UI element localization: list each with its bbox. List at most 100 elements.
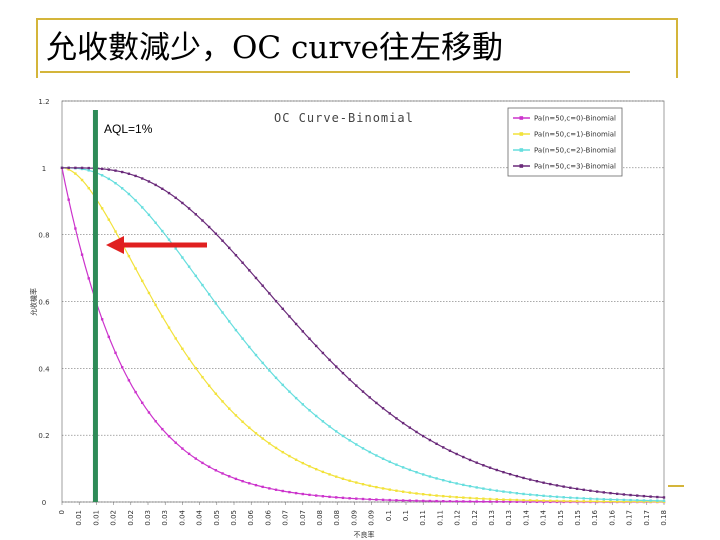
x-tick-label: 0.13	[488, 510, 496, 526]
data-point	[248, 269, 251, 272]
data-point	[134, 174, 137, 178]
data-point	[335, 430, 338, 433]
data-point	[662, 499, 666, 503]
data-point	[455, 482, 458, 485]
legend-swatch-marker	[519, 164, 524, 168]
data-point	[234, 328, 238, 332]
series-layer	[60, 166, 666, 504]
data-point	[522, 492, 525, 496]
data-point	[388, 460, 391, 463]
data-point	[308, 337, 311, 340]
legend-layer: Pa(n=50,c=0)-Binomial Pa(n=50,c=1)-Binomi…	[507, 107, 623, 177]
x-tick-label: 0.15	[574, 510, 582, 526]
data-point	[341, 434, 345, 438]
data-point	[288, 390, 291, 393]
data-point	[348, 497, 351, 500]
x-tick-label: 0.06	[264, 509, 272, 525]
data-point	[415, 430, 418, 434]
data-point	[201, 461, 204, 465]
data-point	[422, 499, 425, 503]
data-point	[502, 490, 505, 493]
data-point	[435, 477, 438, 480]
data-point	[408, 491, 412, 494]
data-point	[395, 417, 398, 420]
data-point	[549, 482, 552, 486]
data-point	[254, 432, 258, 435]
data-point	[254, 276, 258, 280]
data-point	[308, 409, 311, 412]
x-tick-label: 0.01	[75, 510, 83, 526]
data-point	[656, 499, 659, 502]
data-point	[549, 495, 552, 498]
data-point	[268, 292, 271, 295]
x-tick-label: 0.05	[213, 510, 221, 526]
data-point	[609, 498, 612, 501]
data-point	[147, 291, 151, 295]
data-point	[375, 485, 378, 489]
data-point	[502, 470, 505, 474]
data-point	[100, 207, 104, 210]
data-point	[388, 412, 391, 415]
data-point	[301, 461, 304, 465]
data-point	[174, 247, 177, 250]
data-point	[107, 177, 111, 181]
data-point	[161, 315, 164, 318]
data-point	[401, 466, 405, 469]
data-point	[662, 496, 666, 499]
data-point	[328, 473, 331, 476]
data-point	[375, 498, 378, 501]
data-point	[134, 199, 137, 202]
data-point	[636, 494, 639, 497]
data-point	[408, 499, 412, 502]
data-point	[241, 337, 244, 340]
data-point	[401, 421, 405, 425]
data-point	[442, 479, 445, 482]
data-point	[582, 497, 585, 500]
x-tick-label: 0.09	[368, 510, 376, 526]
data-point	[488, 466, 492, 469]
data-point	[355, 443, 358, 446]
data-point	[442, 446, 445, 449]
data-point	[261, 361, 264, 365]
x-tick-label: 0.08	[316, 510, 324, 526]
data-point	[562, 496, 565, 499]
data-point	[428, 438, 432, 442]
x-tick-label: 0.11	[436, 510, 444, 526]
corner-mark	[668, 485, 684, 487]
data-point	[462, 483, 465, 487]
data-point	[589, 489, 592, 492]
data-point	[375, 454, 378, 457]
data-point	[314, 414, 318, 418]
data-point	[254, 353, 258, 357]
data-point	[214, 469, 218, 472]
data-point	[181, 256, 184, 259]
data-point	[529, 478, 532, 481]
data-point	[207, 384, 211, 387]
y-tick-label: 0.4	[38, 365, 50, 373]
data-point	[515, 492, 519, 495]
data-point	[321, 420, 325, 423]
data-point	[462, 455, 465, 459]
data-point	[348, 479, 351, 482]
data-point	[201, 375, 204, 379]
data-point	[121, 366, 124, 369]
data-point	[181, 447, 184, 450]
data-point	[428, 475, 432, 478]
data-point	[475, 497, 478, 500]
data-point	[602, 498, 605, 501]
data-point	[502, 500, 505, 503]
data-point	[114, 351, 117, 355]
data-point	[408, 468, 412, 472]
data-point	[254, 483, 258, 487]
data-point	[207, 293, 211, 296]
data-point	[448, 495, 452, 498]
data-point	[395, 499, 398, 502]
data-point	[154, 183, 157, 187]
x-tick-label: 0.1	[385, 510, 393, 521]
data-point	[207, 225, 211, 229]
data-point	[281, 307, 284, 311]
data-point	[415, 499, 418, 502]
data-point	[488, 497, 492, 501]
data-point	[482, 497, 485, 500]
data-point	[575, 500, 579, 503]
